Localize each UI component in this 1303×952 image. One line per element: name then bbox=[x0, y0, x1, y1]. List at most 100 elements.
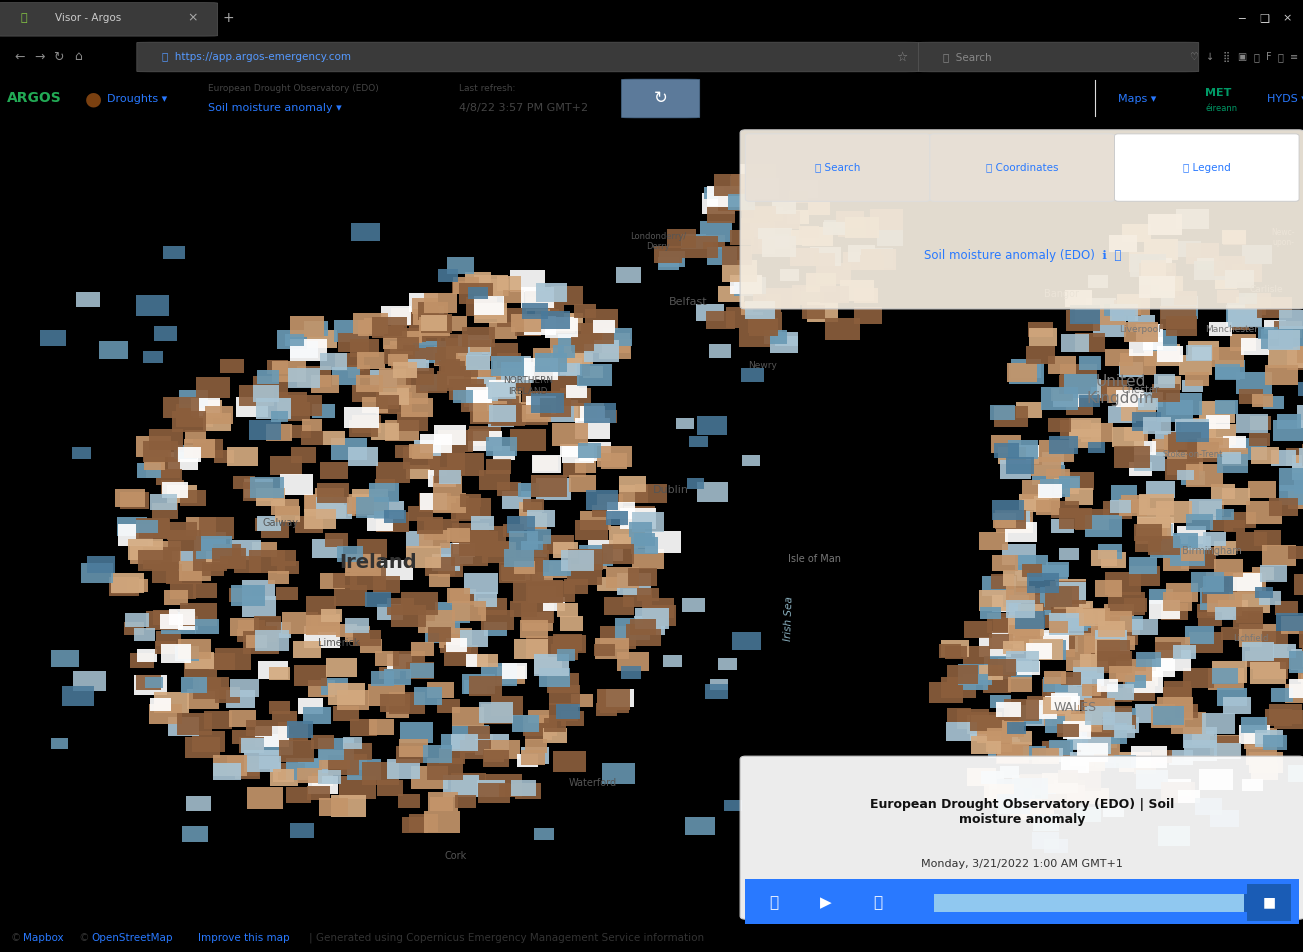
Bar bbox=[635, 616, 666, 635]
Bar bbox=[322, 609, 341, 622]
Bar bbox=[220, 556, 241, 568]
Bar bbox=[306, 596, 336, 615]
Bar bbox=[250, 477, 284, 498]
Bar bbox=[214, 450, 235, 463]
Bar bbox=[136, 518, 169, 539]
Bar bbox=[530, 391, 562, 410]
Bar bbox=[1276, 613, 1303, 631]
Bar bbox=[143, 457, 165, 470]
Bar bbox=[427, 452, 465, 475]
Bar bbox=[339, 333, 369, 352]
Bar bbox=[150, 704, 182, 724]
FancyBboxPatch shape bbox=[0, 3, 218, 36]
Bar bbox=[349, 420, 378, 437]
Bar bbox=[452, 725, 489, 748]
Bar bbox=[1186, 243, 1218, 264]
Bar bbox=[1250, 416, 1272, 429]
Bar bbox=[1009, 615, 1044, 636]
Bar bbox=[306, 615, 340, 635]
Bar bbox=[130, 545, 162, 565]
Bar bbox=[369, 483, 399, 502]
Bar bbox=[571, 694, 593, 707]
Bar bbox=[563, 463, 586, 477]
Bar bbox=[1046, 563, 1070, 577]
Bar bbox=[628, 567, 657, 586]
Bar bbox=[397, 794, 420, 808]
Bar bbox=[988, 739, 1019, 759]
Bar bbox=[1160, 307, 1196, 328]
Bar bbox=[635, 484, 667, 504]
Bar bbox=[575, 459, 597, 473]
Bar bbox=[1109, 235, 1138, 252]
Bar bbox=[1191, 572, 1224, 592]
Bar bbox=[616, 573, 652, 595]
Bar bbox=[1183, 668, 1214, 687]
Text: 🔔: 🔔 bbox=[1278, 52, 1283, 62]
Bar bbox=[1023, 746, 1046, 761]
Bar bbox=[584, 366, 603, 378]
Bar bbox=[1124, 599, 1147, 612]
Bar bbox=[1246, 745, 1277, 765]
Bar bbox=[193, 731, 225, 751]
Bar bbox=[751, 239, 775, 254]
Bar bbox=[1057, 780, 1078, 793]
Bar bbox=[606, 511, 628, 525]
Bar bbox=[1199, 401, 1235, 423]
Bar bbox=[1210, 485, 1235, 499]
Bar bbox=[331, 438, 367, 460]
Bar bbox=[1127, 315, 1156, 332]
Bar bbox=[255, 630, 289, 650]
Bar bbox=[512, 716, 538, 732]
Bar bbox=[472, 516, 494, 530]
Text: OpenStreetMap: OpenStreetMap bbox=[91, 933, 173, 943]
Bar bbox=[1237, 413, 1268, 433]
Bar bbox=[304, 321, 328, 336]
Bar bbox=[344, 407, 379, 428]
Bar bbox=[754, 207, 777, 220]
Bar bbox=[453, 355, 490, 377]
Bar bbox=[340, 754, 366, 770]
Bar bbox=[1032, 465, 1065, 485]
Bar bbox=[156, 468, 181, 485]
Bar bbox=[1054, 478, 1079, 494]
Bar bbox=[631, 620, 657, 636]
Bar bbox=[440, 734, 465, 749]
Bar bbox=[270, 769, 298, 786]
Bar bbox=[791, 230, 814, 245]
Bar bbox=[1289, 765, 1303, 782]
Bar bbox=[236, 397, 268, 417]
Bar bbox=[1138, 518, 1171, 539]
Bar bbox=[1165, 682, 1191, 698]
Bar bbox=[412, 446, 433, 459]
Bar bbox=[489, 410, 515, 426]
Bar bbox=[1115, 659, 1152, 682]
Bar bbox=[539, 398, 571, 417]
Bar bbox=[1277, 414, 1302, 429]
Bar bbox=[490, 406, 516, 422]
Bar bbox=[770, 210, 800, 228]
Bar bbox=[511, 601, 537, 617]
Bar bbox=[464, 573, 498, 594]
Bar bbox=[1106, 684, 1134, 701]
Bar bbox=[1057, 583, 1085, 601]
Bar bbox=[1260, 591, 1281, 605]
Bar bbox=[631, 537, 658, 554]
Bar bbox=[552, 345, 575, 358]
Bar bbox=[481, 664, 517, 686]
Bar bbox=[168, 452, 198, 470]
Bar bbox=[137, 649, 158, 662]
Bar bbox=[580, 511, 611, 530]
Bar bbox=[214, 544, 241, 561]
Bar bbox=[459, 283, 493, 304]
Bar bbox=[420, 529, 450, 548]
Bar bbox=[1114, 725, 1135, 738]
Bar bbox=[1083, 607, 1110, 625]
Bar bbox=[409, 814, 438, 831]
Bar bbox=[460, 385, 486, 401]
Bar bbox=[1128, 252, 1161, 272]
Text: Irish Sea: Irish Sea bbox=[783, 596, 794, 642]
Bar bbox=[718, 287, 744, 302]
Text: Soil moisture anomaly (EDO)  ℹ  🚫: Soil moisture anomaly (EDO) ℹ 🚫 bbox=[924, 248, 1121, 262]
Bar bbox=[1268, 347, 1303, 367]
Bar bbox=[383, 510, 405, 524]
